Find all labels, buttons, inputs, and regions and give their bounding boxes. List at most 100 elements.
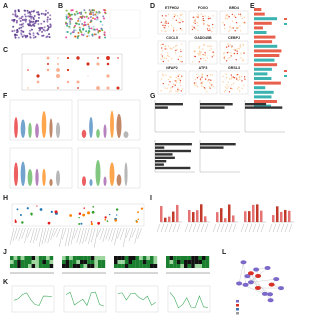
violin bbox=[35, 123, 39, 138]
node bbox=[242, 282, 249, 287]
cell bbox=[200, 13, 202, 15]
cell bbox=[180, 50, 182, 53]
cell bbox=[204, 15, 206, 17]
umap-point bbox=[40, 12, 43, 15]
cell bbox=[204, 59, 207, 62]
bar bbox=[245, 106, 283, 109]
cell bbox=[169, 76, 171, 78]
cell bbox=[175, 80, 178, 82]
cell bbox=[179, 48, 182, 51]
umap-point bbox=[77, 19, 80, 22]
cell bbox=[231, 45, 233, 47]
bar bbox=[254, 72, 268, 76]
label-stub bbox=[176, 223, 181, 233]
panel-label: D bbox=[150, 3, 155, 10]
dot bbox=[104, 216, 107, 219]
bar bbox=[254, 49, 282, 53]
umap-point bbox=[34, 22, 37, 25]
cell bbox=[229, 27, 231, 29]
heat-cell bbox=[117, 260, 122, 264]
dot bbox=[30, 213, 33, 216]
cell bbox=[228, 56, 231, 59]
heat-cell bbox=[166, 256, 170, 260]
umap-point bbox=[87, 25, 90, 28]
umap-point bbox=[66, 31, 69, 34]
panel-label: E bbox=[250, 3, 255, 10]
umap-point bbox=[95, 14, 98, 17]
dot bbox=[56, 68, 60, 72]
umap-point bbox=[104, 9, 107, 12]
umap-point bbox=[92, 25, 95, 28]
label-stub bbox=[125, 227, 131, 238]
umap-point bbox=[79, 27, 82, 30]
gene-title: FOXO bbox=[198, 6, 208, 10]
label-stub bbox=[204, 223, 209, 233]
umap-point bbox=[104, 36, 107, 39]
cell bbox=[212, 15, 214, 17]
cell bbox=[180, 90, 183, 92]
heat-cell bbox=[10, 264, 14, 268]
heat-cell bbox=[191, 256, 195, 260]
umap-point bbox=[83, 21, 86, 24]
heat-cell bbox=[62, 264, 66, 268]
dot bbox=[91, 210, 95, 214]
heat-cell bbox=[176, 260, 181, 264]
cell bbox=[234, 16, 237, 19]
label-stub bbox=[27, 227, 32, 238]
cell bbox=[167, 78, 170, 81]
dot bbox=[87, 75, 89, 77]
heat-cell bbox=[80, 264, 84, 268]
umap-point bbox=[27, 12, 30, 15]
heat-cell bbox=[76, 256, 80, 260]
heat-cell bbox=[35, 256, 39, 260]
heat-cell bbox=[80, 260, 84, 264]
label-stub bbox=[168, 223, 173, 233]
bar bbox=[232, 215, 235, 222]
dot bbox=[106, 74, 110, 78]
cell bbox=[226, 51, 229, 54]
panel-label: A bbox=[3, 3, 8, 10]
heat-cell bbox=[13, 260, 18, 264]
heat-cell bbox=[28, 256, 32, 260]
heat-cell bbox=[20, 260, 25, 264]
cell bbox=[199, 78, 202, 80]
umap-point bbox=[44, 29, 47, 32]
cell bbox=[211, 56, 213, 58]
umap-point bbox=[48, 33, 51, 36]
cell bbox=[179, 79, 182, 82]
cell bbox=[242, 60, 244, 62]
heat-cell bbox=[124, 264, 129, 268]
heat-cell bbox=[87, 264, 91, 268]
plot-frame bbox=[63, 285, 107, 313]
plot-frame bbox=[77, 147, 141, 189]
heat-cell bbox=[42, 256, 46, 260]
umap-point bbox=[101, 23, 104, 26]
bar bbox=[248, 211, 251, 222]
heat-cell bbox=[135, 256, 140, 260]
cell bbox=[239, 30, 242, 32]
label-stub bbox=[196, 223, 201, 233]
cell bbox=[229, 44, 231, 46]
cell bbox=[176, 48, 178, 51]
dot bbox=[47, 221, 51, 225]
legend-box bbox=[109, 9, 141, 39]
label-stub bbox=[91, 227, 96, 243]
umap-point bbox=[42, 12, 45, 15]
label-stub bbox=[79, 227, 84, 245]
cell bbox=[162, 43, 164, 46]
plot-frame bbox=[11, 203, 145, 227]
heat-cell bbox=[72, 260, 77, 264]
cell bbox=[223, 91, 226, 93]
cell bbox=[198, 50, 201, 52]
cell bbox=[209, 17, 211, 20]
dot bbox=[54, 210, 58, 214]
dot bbox=[92, 205, 95, 208]
cell bbox=[243, 51, 246, 54]
heat-cell bbox=[49, 260, 54, 264]
cell bbox=[235, 74, 238, 76]
label-stub bbox=[21, 227, 26, 239]
cell bbox=[168, 91, 171, 93]
panel-label: F bbox=[3, 93, 8, 100]
plot-frame bbox=[157, 40, 187, 65]
heat-cell bbox=[202, 260, 206, 264]
